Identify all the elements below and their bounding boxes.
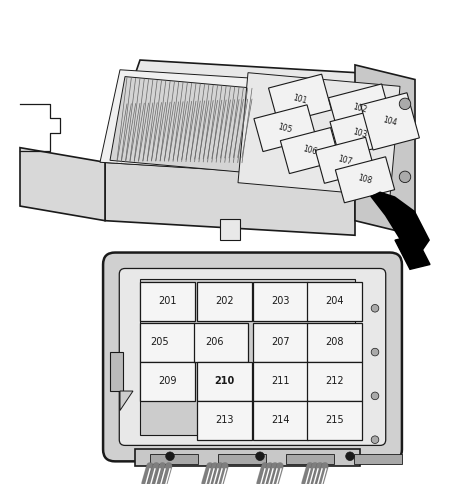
FancyBboxPatch shape xyxy=(197,282,251,321)
Polygon shape xyxy=(20,147,105,220)
FancyBboxPatch shape xyxy=(140,362,195,401)
Circle shape xyxy=(370,304,378,312)
Polygon shape xyxy=(110,352,123,391)
Polygon shape xyxy=(335,157,394,203)
FancyBboxPatch shape xyxy=(307,401,361,440)
FancyBboxPatch shape xyxy=(307,323,361,362)
Polygon shape xyxy=(360,93,418,150)
Text: 103: 103 xyxy=(351,127,367,139)
Bar xyxy=(140,279,354,435)
Text: 207: 207 xyxy=(271,337,289,347)
FancyBboxPatch shape xyxy=(252,401,307,440)
Polygon shape xyxy=(238,73,399,196)
Polygon shape xyxy=(394,235,429,270)
FancyBboxPatch shape xyxy=(307,282,361,321)
Polygon shape xyxy=(280,127,339,173)
Polygon shape xyxy=(354,65,414,235)
Text: 214: 214 xyxy=(271,415,289,425)
Polygon shape xyxy=(120,391,133,411)
Text: 107: 107 xyxy=(336,154,352,167)
Circle shape xyxy=(370,436,378,443)
Polygon shape xyxy=(369,192,429,255)
Text: 209: 209 xyxy=(158,376,177,386)
Polygon shape xyxy=(110,76,255,172)
Polygon shape xyxy=(105,60,389,177)
FancyBboxPatch shape xyxy=(140,282,195,321)
FancyBboxPatch shape xyxy=(307,362,361,401)
Text: 210: 210 xyxy=(214,376,234,386)
FancyBboxPatch shape xyxy=(197,362,251,401)
Circle shape xyxy=(370,392,378,400)
Text: 212: 212 xyxy=(325,376,343,386)
Bar xyxy=(353,454,401,464)
Text: 213: 213 xyxy=(215,415,233,425)
Text: 211: 211 xyxy=(271,376,289,386)
Text: 105: 105 xyxy=(276,122,293,134)
Text: 201: 201 xyxy=(158,296,177,306)
FancyBboxPatch shape xyxy=(197,401,251,440)
Text: 208: 208 xyxy=(325,337,343,347)
Text: 202: 202 xyxy=(215,296,233,306)
FancyBboxPatch shape xyxy=(252,323,307,362)
Circle shape xyxy=(370,348,378,356)
Polygon shape xyxy=(100,70,349,177)
Polygon shape xyxy=(219,219,239,240)
FancyBboxPatch shape xyxy=(119,269,385,445)
Polygon shape xyxy=(328,84,391,133)
Text: 108: 108 xyxy=(356,173,372,186)
Text: 206: 206 xyxy=(205,337,223,347)
FancyBboxPatch shape xyxy=(252,362,307,401)
Circle shape xyxy=(345,452,354,461)
Circle shape xyxy=(398,98,410,110)
Bar xyxy=(286,454,333,464)
Text: 101: 101 xyxy=(291,93,307,105)
Bar xyxy=(135,449,359,466)
Polygon shape xyxy=(105,162,354,235)
Text: 104: 104 xyxy=(381,115,397,127)
Text: 106: 106 xyxy=(301,145,317,157)
FancyBboxPatch shape xyxy=(103,252,401,462)
Bar xyxy=(218,454,266,464)
Circle shape xyxy=(255,452,264,461)
Polygon shape xyxy=(253,105,316,151)
Text: 205: 205 xyxy=(150,337,169,347)
FancyBboxPatch shape xyxy=(252,282,307,321)
Circle shape xyxy=(398,171,410,183)
Circle shape xyxy=(165,452,174,461)
Polygon shape xyxy=(268,74,331,124)
Text: 203: 203 xyxy=(271,296,289,306)
Polygon shape xyxy=(315,137,374,183)
Text: 215: 215 xyxy=(325,415,343,425)
Text: 102: 102 xyxy=(351,102,367,115)
Bar xyxy=(149,454,198,464)
Polygon shape xyxy=(329,109,389,157)
Text: 204: 204 xyxy=(325,296,343,306)
FancyBboxPatch shape xyxy=(140,323,248,362)
